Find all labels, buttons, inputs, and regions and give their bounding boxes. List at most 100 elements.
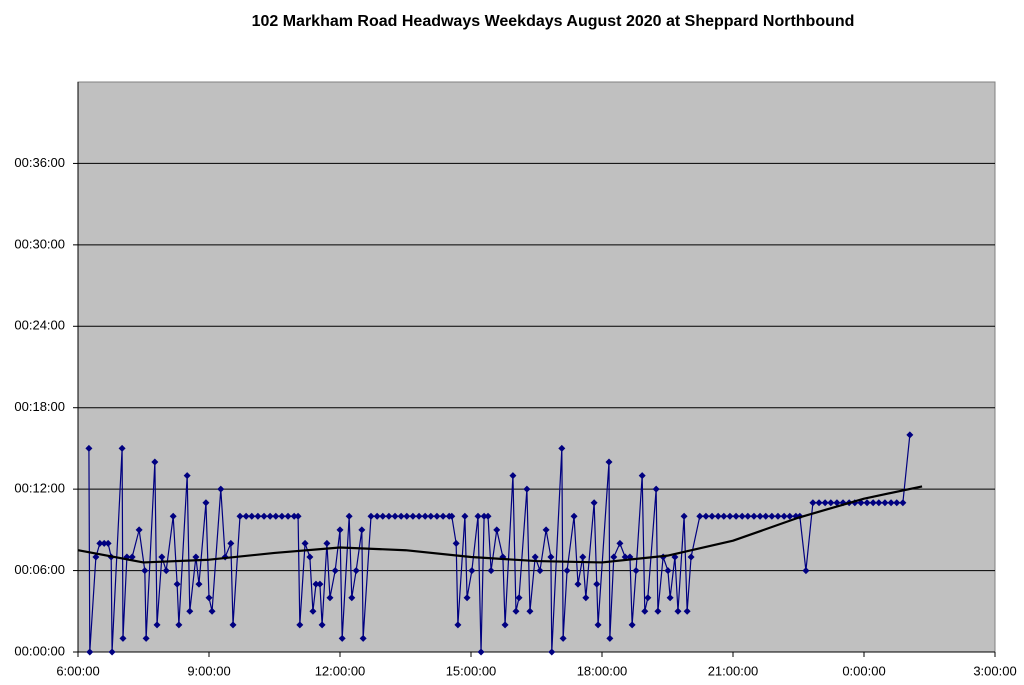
data-point bbox=[708, 512, 716, 520]
data-point bbox=[726, 512, 734, 520]
data-point bbox=[254, 512, 262, 520]
data-point bbox=[359, 634, 367, 642]
data-point bbox=[153, 621, 161, 629]
x-tick-label: 18:00:00 bbox=[577, 663, 628, 678]
data-point bbox=[674, 607, 682, 615]
data-point bbox=[536, 567, 544, 575]
data-point bbox=[512, 607, 520, 615]
data-point bbox=[644, 594, 652, 602]
data-point bbox=[786, 512, 794, 520]
data-point bbox=[409, 512, 417, 520]
data-point bbox=[217, 485, 225, 493]
data-point bbox=[774, 512, 782, 520]
data-point bbox=[484, 512, 492, 520]
x-tick-label: 15:00:00 bbox=[446, 663, 497, 678]
data-point bbox=[454, 621, 462, 629]
data-point bbox=[756, 512, 764, 520]
data-point bbox=[323, 539, 331, 547]
data-point bbox=[119, 634, 127, 642]
data-point bbox=[108, 648, 116, 656]
data-point bbox=[205, 594, 213, 602]
data-point bbox=[162, 567, 170, 575]
data-point bbox=[590, 499, 598, 507]
data-point bbox=[331, 567, 339, 575]
x-tick-label: 9:00:00 bbox=[187, 663, 230, 678]
data-point bbox=[266, 512, 274, 520]
data-point bbox=[687, 553, 695, 561]
data-point bbox=[421, 512, 429, 520]
data-point bbox=[348, 594, 356, 602]
data-point bbox=[869, 499, 877, 507]
data-point bbox=[632, 567, 640, 575]
data-point bbox=[296, 621, 304, 629]
data-point bbox=[654, 607, 662, 615]
data-point bbox=[526, 607, 534, 615]
data-point bbox=[606, 634, 614, 642]
data-point bbox=[641, 607, 649, 615]
data-point bbox=[893, 499, 901, 507]
trendline bbox=[77, 485, 923, 564]
data-point bbox=[720, 512, 728, 520]
data-point bbox=[780, 512, 788, 520]
data-point bbox=[523, 485, 531, 493]
data-point bbox=[899, 499, 907, 507]
data-point bbox=[316, 580, 324, 588]
y-tick-label: 00:12:00 bbox=[14, 481, 65, 496]
data-point bbox=[579, 553, 587, 561]
data-point bbox=[151, 458, 159, 466]
data-point bbox=[501, 621, 509, 629]
data-point bbox=[141, 567, 149, 575]
data-point bbox=[463, 594, 471, 602]
data-point bbox=[379, 512, 387, 520]
data-point bbox=[570, 512, 578, 520]
data-point bbox=[616, 539, 624, 547]
data-point bbox=[887, 499, 895, 507]
data-point bbox=[415, 512, 423, 520]
chart-title: 102 Markham Road Headways Weekdays Augus… bbox=[252, 13, 855, 30]
data-point bbox=[100, 539, 108, 547]
data-point bbox=[474, 512, 482, 520]
data-point bbox=[732, 512, 740, 520]
x-tick-label: 3:00:00 bbox=[973, 663, 1016, 678]
data-point bbox=[312, 580, 320, 588]
data-point bbox=[638, 472, 646, 480]
data-point bbox=[86, 648, 94, 656]
data-point bbox=[294, 512, 302, 520]
data-point bbox=[192, 553, 200, 561]
data-point bbox=[452, 539, 460, 547]
data-point bbox=[135, 526, 143, 534]
data-point bbox=[738, 512, 746, 520]
data-point bbox=[906, 431, 914, 439]
data-point bbox=[403, 512, 411, 520]
data-point bbox=[683, 607, 691, 615]
data-point bbox=[326, 594, 334, 602]
data-point bbox=[173, 580, 181, 588]
data-point bbox=[186, 607, 194, 615]
data-point bbox=[680, 512, 688, 520]
y-tick-label: 00:24:00 bbox=[14, 318, 65, 333]
data-point bbox=[301, 539, 309, 547]
data-point bbox=[306, 553, 314, 561]
data-point bbox=[605, 458, 613, 466]
data-point bbox=[480, 512, 488, 520]
data-point bbox=[875, 499, 883, 507]
data-point bbox=[183, 472, 191, 480]
data-point bbox=[195, 580, 203, 588]
data-point bbox=[397, 512, 405, 520]
data-point bbox=[284, 512, 292, 520]
data-point bbox=[714, 512, 722, 520]
data-point bbox=[439, 512, 447, 520]
data-point bbox=[373, 512, 381, 520]
data-point bbox=[477, 648, 485, 656]
data-point bbox=[487, 567, 495, 575]
data-point bbox=[696, 512, 704, 520]
data-point bbox=[547, 553, 555, 561]
data-point bbox=[827, 499, 835, 507]
data-point bbox=[509, 472, 517, 480]
data-point bbox=[227, 539, 235, 547]
data-point bbox=[821, 499, 829, 507]
data-point bbox=[96, 539, 104, 547]
y-tick-label: 00:18:00 bbox=[14, 399, 65, 414]
data-point bbox=[208, 607, 216, 615]
data-point bbox=[236, 512, 244, 520]
